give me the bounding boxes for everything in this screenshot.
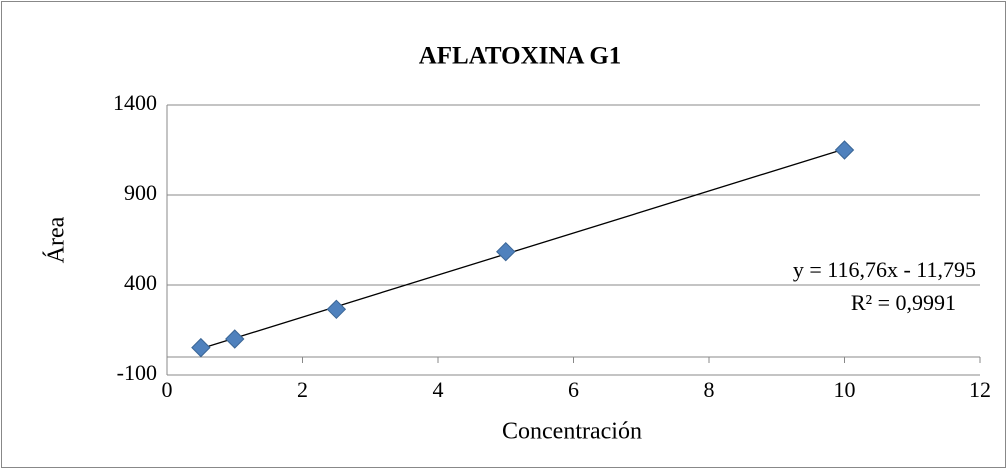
data-point — [326, 299, 347, 320]
trendline — [200, 148, 845, 350]
x-tick-label: 8 — [704, 377, 715, 402]
y-tick-label: -100 — [117, 360, 157, 385]
chart-title: AFLATOXINA G1 — [419, 43, 622, 70]
x-tick-label: 10 — [834, 377, 856, 402]
data-point — [834, 140, 855, 160]
trendline-r2: R² = 0,9991 — [851, 290, 956, 315]
x-tick-label: 0 — [162, 377, 173, 402]
x-axis-label: Concentración — [502, 419, 642, 445]
y-tick-label: 400 — [124, 270, 157, 295]
x-tick-label: 2 — [297, 377, 308, 402]
data-point — [496, 241, 516, 262]
trendline-equation: y = 116,76x - 11,795 — [793, 257, 976, 282]
data-point — [191, 337, 211, 358]
data-point — [225, 329, 245, 349]
y-axis-label: Área — [44, 216, 70, 263]
y-tick-label: 1400 — [113, 90, 157, 115]
y-tick-label: 900 — [124, 180, 157, 205]
x-tick-label: 12 — [969, 377, 991, 402]
x-tick-label: 6 — [568, 377, 579, 402]
x-tick-label: 4 — [433, 377, 444, 402]
